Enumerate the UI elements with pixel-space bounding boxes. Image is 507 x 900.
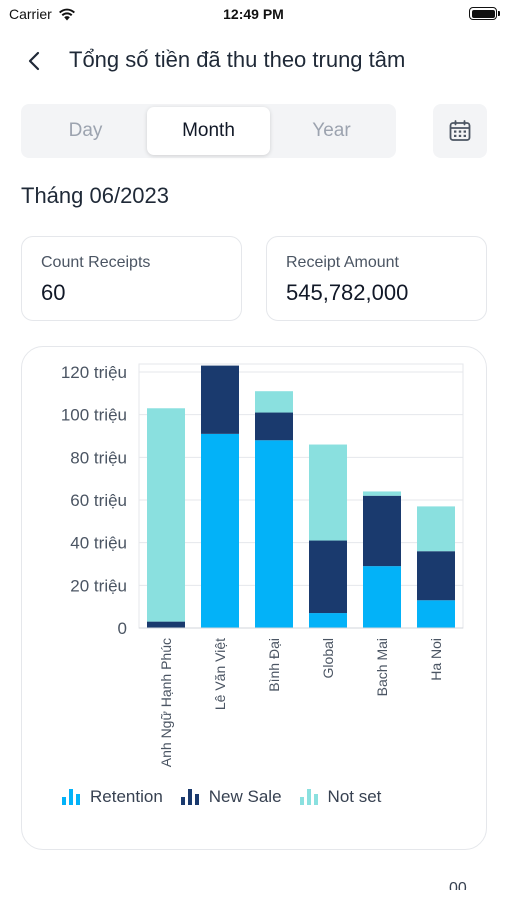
y-tick-label: 20 triệu [70, 576, 127, 595]
bar-segment [417, 551, 455, 601]
y-tick-label: 100 triệu [61, 406, 127, 425]
calendar-button[interactable] [433, 104, 487, 158]
period-label: Tháng 06/2023 [21, 183, 170, 208]
stacked-bar-chart: 0 20 triệu 40 triệu 60 triệu 80 triệu 100 tri… [61, 363, 464, 767]
bar-segment [147, 408, 185, 622]
carrier-info: Carrier [9, 6, 76, 22]
tab-day[interactable]: Day [68, 120, 103, 141]
bar-segment [255, 440, 293, 628]
chevron-left-icon [28, 51, 40, 71]
bar-segment [255, 391, 293, 413]
status-time: 12:49 PM [223, 6, 284, 22]
x-tick-label: Bình Đại [266, 638, 282, 692]
count-receipts-label: Count Receipts [41, 254, 151, 271]
receipt-amount-card: Receipt Amount 545,782,000 [266, 236, 487, 321]
receipt-amount-label: Receipt Amount [286, 254, 399, 271]
battery-icon [469, 7, 500, 20]
nav-header: Tổng số tiền đã thu theo trung tâm [0, 40, 507, 80]
x-tick-label: Bach Mai [374, 638, 390, 696]
bar-segment [363, 566, 401, 628]
y-tick-label: 120 triệu [61, 363, 127, 382]
y-tick-label: 60 triệu [70, 491, 127, 510]
legend-new-sale-label: New Sale [208, 787, 282, 806]
bar-segment [309, 540, 347, 614]
next-section-peek: 00 [449, 880, 467, 890]
x-tick-label: Anh Ngữ Hạnh Phúc [158, 638, 174, 767]
tab-year[interactable]: Year [312, 120, 351, 141]
x-tick-label: Global [320, 638, 336, 678]
calendar-icon [449, 120, 471, 141]
legend-retention-label: Retention [90, 787, 163, 806]
receipt-amount-value: 545,782,000 [286, 280, 409, 305]
carrier-name: Carrier [9, 6, 52, 22]
bar-segment [201, 433, 239, 628]
chart-card: 0 20 triệu 40 triệu 60 triệu 80 triệu 100 tri… [21, 346, 487, 850]
legend-not-set[interactable]: Not set [299, 787, 382, 807]
plot-frame [138, 363, 464, 629]
y-tick-label: 80 triệu [70, 448, 127, 467]
bar-segment [147, 621, 185, 628]
y-tick-label: 0 [118, 619, 127, 638]
bar-segment [363, 495, 401, 567]
bar-segment [309, 613, 347, 628]
bar-segment [417, 600, 455, 628]
wifi-icon [58, 8, 75, 20]
tab-month[interactable]: Month [147, 107, 270, 155]
x-tick-label: Ha Noi [428, 638, 444, 681]
bar-segment [363, 491, 401, 496]
legend-retention[interactable]: Retention [62, 787, 163, 807]
x-tick-label: Lê Văn Việt [212, 638, 228, 710]
bar-segment [255, 412, 293, 441]
count-receipts-value: 60 [41, 280, 66, 305]
chart-legend: Retention New Sale Not set [62, 787, 381, 807]
bar-chart-icon [62, 789, 80, 805]
bar-segment [201, 365, 239, 434]
y-tick-label: 40 triệu [70, 534, 127, 553]
bar-segment [417, 506, 455, 552]
bar-chart-icon [180, 789, 199, 805]
status-bar: Carrier 12:49 PM [0, 0, 507, 28]
legend-not-set-label: Not set [327, 787, 382, 806]
count-receipts-card: Count Receipts 60 [21, 236, 242, 321]
bar-segment [309, 444, 347, 541]
back-button[interactable] [22, 48, 48, 74]
period-segment: Day Month Year [21, 104, 396, 158]
bar-chart-icon [299, 789, 318, 805]
legend-new-sale[interactable]: New Sale [180, 787, 282, 807]
page-title: Tổng số tiền đã thu theo trung tâm [69, 47, 406, 72]
